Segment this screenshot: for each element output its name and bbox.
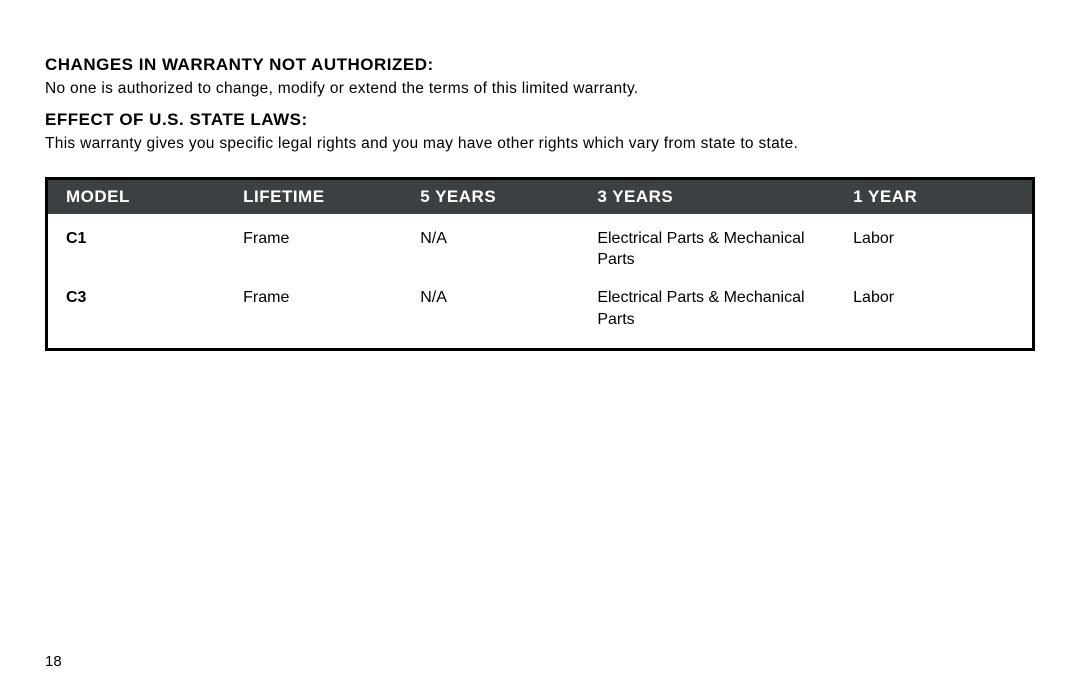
- warranty-table: MODEL LIFETIME 5 YEARS 3 YEARS 1 YEAR C1…: [48, 180, 1032, 348]
- document-content: CHANGES IN WARRANTY NOT AUTHORIZED No on…: [0, 0, 1080, 351]
- th-lifetime: LIFETIME: [225, 180, 402, 214]
- section-heading: CHANGES IN WARRANTY NOT AUTHORIZED: [45, 55, 1035, 75]
- cell-model: C3: [48, 279, 225, 348]
- table-header-row: MODEL LIFETIME 5 YEARS 3 YEARS 1 YEAR: [48, 180, 1032, 214]
- section-state-laws: EFFECT OF U.S. STATE LAWS This warranty …: [45, 110, 1035, 155]
- warranty-table-container: MODEL LIFETIME 5 YEARS 3 YEARS 1 YEAR C1…: [45, 177, 1035, 351]
- cell-model: C1: [48, 214, 225, 279]
- th-3years: 3 YEARS: [579, 180, 835, 214]
- section-text: This warranty gives you specific legal r…: [45, 134, 1035, 155]
- th-model: MODEL: [48, 180, 225, 214]
- section-text: No one is authorized to change, modify o…: [45, 79, 1035, 100]
- table-row: C1 Frame N/A Electrical Parts & Mechanic…: [48, 214, 1032, 279]
- cell-3years: Electrical Parts & Mechanical Parts: [579, 279, 835, 348]
- cell-3years: Electrical Parts & Mechanical Parts: [579, 214, 835, 279]
- page-number: 18: [45, 653, 62, 670]
- th-1year: 1 YEAR: [835, 180, 1032, 214]
- cell-1year: Labor: [835, 279, 1032, 348]
- cell-lifetime: Frame: [225, 279, 402, 348]
- cell-1year: Labor: [835, 214, 1032, 279]
- section-heading: EFFECT OF U.S. STATE LAWS: [45, 110, 1035, 130]
- cell-5years: N/A: [402, 279, 579, 348]
- cell-5years: N/A: [402, 214, 579, 279]
- cell-lifetime: Frame: [225, 214, 402, 279]
- section-changes-not-authorized: CHANGES IN WARRANTY NOT AUTHORIZED No on…: [45, 55, 1035, 100]
- th-5years: 5 YEARS: [402, 180, 579, 214]
- table-row: C3 Frame N/A Electrical Parts & Mechanic…: [48, 279, 1032, 348]
